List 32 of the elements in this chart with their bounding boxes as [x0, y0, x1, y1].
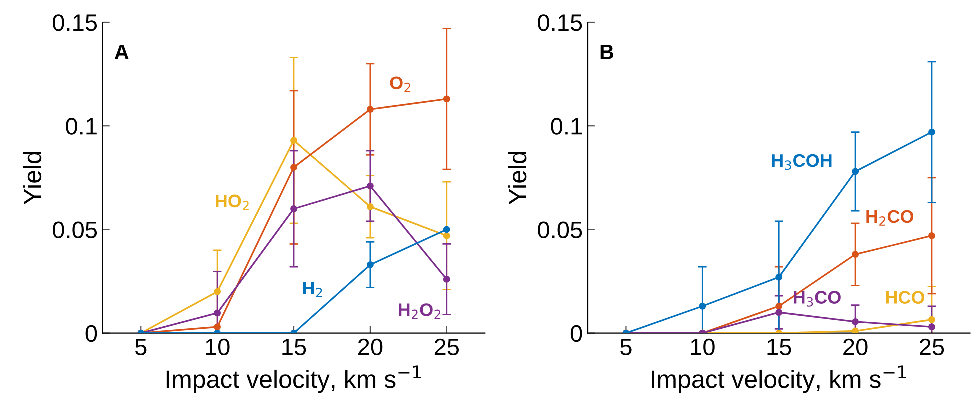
x-tick-label: 5 [136, 339, 147, 356]
y-tick-label: 0 [570, 325, 582, 342]
x-tick-label: 25 [434, 338, 460, 356]
y-tick-label: 0.05 [538, 222, 582, 239]
y-axis-title: Yield [23, 152, 42, 205]
x-tick-label: 15 [768, 339, 792, 356]
series-label: H$_{3}$COH [772, 154, 832, 170]
x-axis-title: Impact velocity, km s$^{−1}$ [652, 366, 906, 394]
x-tick-label: 20 [844, 338, 868, 356]
y-tick-label: 0.05 [53, 222, 98, 239]
y-axis-title: Yield [508, 152, 527, 205]
series-label: O$_{2}$ [390, 76, 411, 92]
x-tick-label: 5 [620, 339, 632, 356]
series-label: H$_{2}$O$_{2}$ [399, 304, 441, 320]
y-tick-label: 0.15 [53, 14, 98, 32]
y-tick-label: 0.1 [551, 118, 582, 135]
y-tick-label: 0.15 [538, 14, 582, 32]
series-label: H$_{2}$ [303, 282, 322, 298]
series-label: HO$_{2}$ [216, 194, 249, 210]
x-tick-label: 15 [282, 339, 306, 356]
y-tick-label: 0 [86, 325, 98, 342]
series-label: H$_{3}$CO [794, 291, 841, 307]
x-tick-label: 10 [206, 338, 230, 356]
series-label: HCO [886, 291, 925, 304]
x-tick-label: 20 [358, 338, 383, 356]
x-tick-label: 25 [920, 338, 944, 356]
y-tick-label: 0.1 [66, 118, 97, 135]
annotation: B [600, 45, 614, 60]
annotation: A [114, 45, 129, 60]
x-axis-title: Impact velocity, km s$^{−1}$ [166, 366, 422, 394]
x-tick-label: 10 [691, 338, 715, 356]
series-label: H$_{2}$CO [866, 210, 914, 226]
